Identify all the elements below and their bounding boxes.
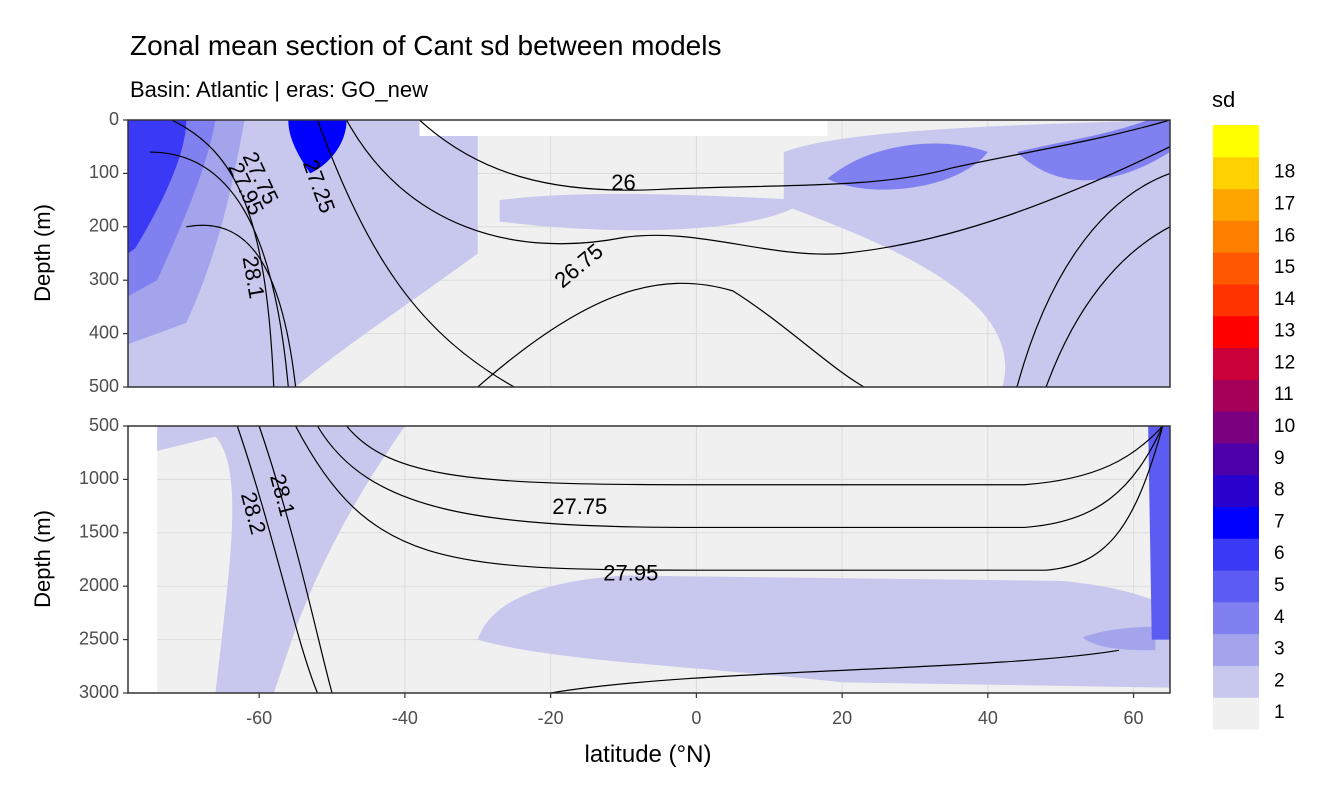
legend-swatch xyxy=(1213,411,1259,444)
density-contour xyxy=(295,425,1164,571)
legend-label: 14 xyxy=(1274,289,1296,310)
legend-label: 9 xyxy=(1274,448,1285,469)
y-tick-label: 100 xyxy=(89,162,119,182)
y-axis-label-lower: Depth (m) xyxy=(30,510,55,608)
y-tick-label: 0 xyxy=(109,109,119,129)
legend-label: 13 xyxy=(1274,321,1295,342)
y-tick-label: 3000 xyxy=(79,682,119,702)
legend-label: 6 xyxy=(1274,543,1285,564)
panel-lower: 28.128.2 27.7527.955001000150020002500300… xyxy=(79,415,1171,702)
legend-label: 4 xyxy=(1274,607,1285,628)
x-tick-label: 40 xyxy=(978,708,998,728)
y-axis-label-upper: Depth (m) xyxy=(30,204,55,302)
sd-area-north xyxy=(1148,426,1170,640)
y-tick-label: 1000 xyxy=(79,468,119,488)
density-contour xyxy=(236,425,319,694)
sd-area-subtropical xyxy=(499,193,806,231)
y-tick-label: 1500 xyxy=(79,522,119,542)
legend-swatch xyxy=(1213,506,1259,539)
sd-area-deep xyxy=(477,575,1171,688)
legend-label: 18 xyxy=(1274,162,1295,183)
x-tick-label: -20 xyxy=(538,708,564,728)
density-contour xyxy=(477,282,865,388)
sd-area-south xyxy=(288,120,347,174)
legend-swatch xyxy=(1213,379,1259,412)
density-contour xyxy=(419,119,1171,191)
sd-area-deep xyxy=(1082,626,1156,651)
legend-label: 17 xyxy=(1274,193,1295,214)
density-contour xyxy=(149,151,289,388)
legend-label: 7 xyxy=(1274,511,1285,532)
y-tick-label: 300 xyxy=(89,269,119,289)
contour-label: 27.95 xyxy=(603,560,658,585)
density-contour xyxy=(316,119,515,388)
legend-swatch xyxy=(1213,601,1259,635)
density-contour xyxy=(1045,226,1171,388)
legend-label: 1 xyxy=(1274,702,1285,723)
density-contour xyxy=(346,119,1171,255)
density-contour xyxy=(186,224,297,388)
legend-swatch xyxy=(1213,315,1259,349)
legend-swatch xyxy=(1213,220,1259,253)
legend-swatch xyxy=(1213,252,1259,285)
contour-label: 27.75 xyxy=(552,494,607,519)
density-contour xyxy=(1016,172,1171,388)
legend-label: 8 xyxy=(1274,480,1285,501)
x-tick-label: -60 xyxy=(246,708,272,728)
legend-label: 16 xyxy=(1274,225,1295,246)
legend-swatch xyxy=(1213,125,1259,158)
legend-swatch xyxy=(1213,665,1259,698)
legend-swatch xyxy=(1213,283,1259,317)
legend-swatch xyxy=(1213,633,1259,666)
y-tick-label: 200 xyxy=(89,216,119,236)
density-contour xyxy=(346,425,1164,486)
x-axis: -60 -40 -20 0 20 40 60 xyxy=(246,693,1144,728)
density-contour xyxy=(258,425,333,694)
legend-title: sd xyxy=(1212,87,1235,112)
no-data-area xyxy=(128,426,158,693)
x-tick-label: 20 xyxy=(832,708,852,728)
legend-label: 10 xyxy=(1274,416,1295,437)
legend-label: 15 xyxy=(1274,257,1295,278)
legend-swatch xyxy=(1213,347,1259,380)
legend-label: 3 xyxy=(1274,639,1285,660)
legend-label: 5 xyxy=(1274,575,1285,596)
y-tick-label: 2000 xyxy=(79,575,119,595)
chart-title: Zonal mean section of Cant sd between mo… xyxy=(130,30,721,61)
y-tick-label: 400 xyxy=(89,322,119,342)
panel-border xyxy=(127,425,1171,694)
sd-area-south xyxy=(128,120,187,254)
legend-swatch xyxy=(1213,474,1259,507)
y-tick-label: 500 xyxy=(89,376,119,396)
legend-swatch xyxy=(1213,442,1259,476)
legend-swatch xyxy=(1213,697,1259,730)
legend-swatch xyxy=(1213,188,1259,221)
legend-swatch xyxy=(1213,538,1259,571)
sd-area-south xyxy=(128,426,405,693)
contour-label: 26 xyxy=(611,170,635,195)
legend-label: 12 xyxy=(1274,352,1295,373)
legend-swatch xyxy=(1213,156,1259,190)
chart-subtitle: Basin: Atlantic | eras: GO_new xyxy=(130,77,428,102)
sd-area-north xyxy=(827,143,988,190)
density-contour xyxy=(171,119,275,388)
legend-label: 2 xyxy=(1274,670,1285,691)
y-tick-label: 500 xyxy=(89,415,119,435)
x-tick-label: 60 xyxy=(1124,708,1144,728)
panel-border xyxy=(127,119,1171,388)
x-tick-label: 0 xyxy=(691,708,701,728)
legend-label: 11 xyxy=(1274,384,1294,405)
no-data-area xyxy=(419,120,828,136)
density-contour xyxy=(316,425,1164,529)
x-tick-label: -40 xyxy=(392,708,418,728)
legend-swatch xyxy=(1213,570,1259,603)
density-contour xyxy=(550,649,1120,694)
y-tick-label: 2500 xyxy=(79,628,119,648)
x-axis-label: latitude (°N) xyxy=(585,741,712,768)
